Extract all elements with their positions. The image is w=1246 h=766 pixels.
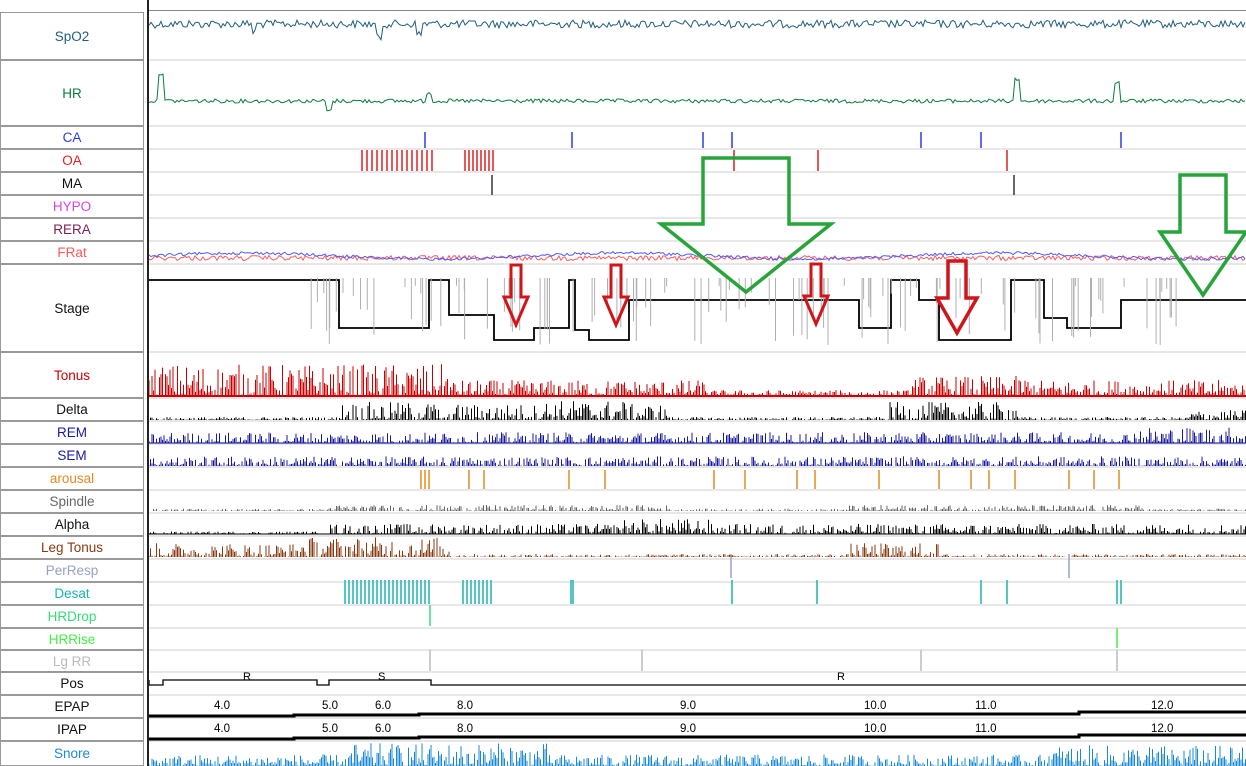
- red-down-arrow-shape: [801, 262, 831, 328]
- ipap-value: 11.0: [975, 723, 997, 735]
- hr-trace: [149, 73, 1246, 112]
- epap-value: 12.0: [1151, 700, 1173, 712]
- alpha-bars: [149, 519, 1246, 534]
- channel-label-hr[interactable]: HR: [0, 60, 144, 126]
- frat-trace-red: [149, 254, 1246, 262]
- pos-label: R: [243, 671, 251, 683]
- ipap-value: 9.0: [680, 723, 696, 735]
- red-down-arrow-shape: [501, 263, 531, 329]
- channel-label-epap[interactable]: EPAP: [0, 695, 144, 718]
- red-down-arrow: [801, 262, 831, 328]
- channel-label-alpha[interactable]: Alpha: [0, 513, 144, 536]
- channel-label-rera[interactable]: RERA: [0, 218, 144, 241]
- ipap-value: 6.0: [375, 723, 391, 735]
- channel-label-desat[interactable]: Desat: [0, 582, 144, 605]
- ipap-value: 5.0: [322, 723, 338, 735]
- epap-line: [149, 710, 1246, 718]
- tonus-bars: [149, 364, 1246, 396]
- pos-label: S: [378, 671, 385, 683]
- label-separator: [147, 0, 149, 766]
- channel-label-hrrise[interactable]: HRRise: [0, 628, 144, 650]
- channel-label-sem[interactable]: SEM: [0, 444, 144, 467]
- ipap-line: [149, 733, 1246, 741]
- spindle-bars: [150, 505, 1246, 511]
- channel-label-spindle[interactable]: Spindle: [0, 490, 144, 513]
- ipap-value: 12.0: [1151, 723, 1173, 735]
- legtonus-bars: [149, 537, 1246, 557]
- red-down-arrow-shape: [601, 263, 631, 329]
- green-down-arrow: [1156, 173, 1246, 299]
- red-down-arrow-shape: [933, 259, 981, 337]
- channel-label-oa[interactable]: OA: [0, 149, 144, 172]
- red-down-arrow: [601, 263, 631, 329]
- channel-label-ca[interactable]: CA: [0, 126, 144, 149]
- channel-label-leg-tonus[interactable]: Leg Tonus: [0, 536, 144, 559]
- channel-label-frat[interactable]: FRat: [0, 241, 144, 264]
- channel-label-hrdrop[interactable]: HRDrop: [0, 605, 144, 628]
- epap-value: 11.0: [975, 700, 997, 712]
- delta-bars: [149, 401, 1246, 420]
- channel-label-stage[interactable]: Stage: [0, 264, 144, 352]
- spo2-trace: [149, 18, 1246, 42]
- channel-label-snore[interactable]: Snore: [0, 741, 144, 766]
- pos-line: [149, 679, 1246, 686]
- channel-label-arousal[interactable]: arousal: [0, 467, 144, 490]
- channel-label-hypo[interactable]: HYPO: [0, 195, 144, 218]
- sem-bars: [149, 456, 1246, 466]
- epap-value: 9.0: [680, 700, 696, 712]
- frat-trace-blue: [149, 250, 1246, 261]
- epap-value: 8.0: [457, 700, 473, 712]
- epap-value: 4.0: [214, 700, 230, 712]
- snore-bars: [149, 743, 1246, 766]
- channel-labels: SpO2 HR CA OA MA HYPO RERA FRat Stage Tonus Delta R…: [0, 0, 146, 766]
- epap-value: 5.0: [322, 700, 338, 712]
- channel-label-pos[interactable]: Pos: [0, 672, 144, 695]
- channel-label-delta[interactable]: Delta: [0, 398, 144, 421]
- red-down-arrow: [933, 259, 981, 337]
- stage-hypnogram: [149, 279, 1246, 341]
- epap-value: 6.0: [375, 700, 391, 712]
- channel-label-spo2[interactable]: SpO2: [0, 12, 144, 60]
- ipap-value: 8.0: [457, 723, 473, 735]
- channel-label-ipap[interactable]: IPAP: [0, 718, 144, 741]
- channel-label-ma[interactable]: MA: [0, 172, 144, 195]
- rem-bars: [149, 427, 1246, 443]
- polysomnography-chart: R S R 4.0 5.0 6.0 8.0 9.0 10.0 11.0 12.0 4.0 5.0 6.0 8…: [149, 18, 1246, 766]
- channel-label-perresp[interactable]: PerResp: [0, 559, 144, 582]
- epap-value: 10.0: [864, 700, 886, 712]
- pos-label: R: [837, 671, 845, 683]
- ipap-value: 4.0: [214, 723, 230, 735]
- channel-label-lg-rr[interactable]: Lg RR: [0, 650, 144, 672]
- ipap-value: 10.0: [864, 723, 886, 735]
- channel-label-tonus[interactable]: Tonus: [0, 352, 144, 398]
- top-border: [149, 10, 1246, 11]
- green-down-arrow: [656, 156, 836, 295]
- red-down-arrow: [501, 263, 531, 329]
- channel-label-rem[interactable]: REM: [0, 421, 144, 444]
